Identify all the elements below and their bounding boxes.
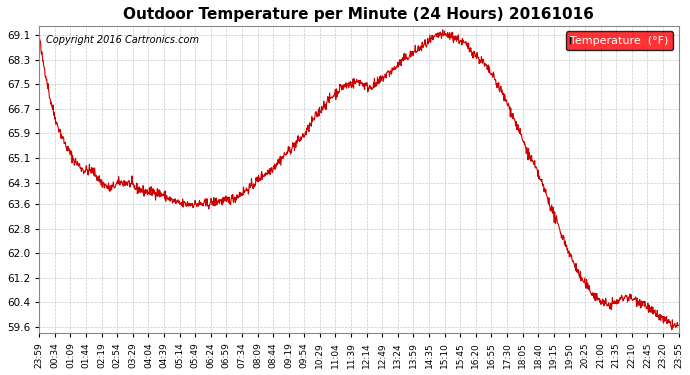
Text: Copyright 2016 Cartronics.com: Copyright 2016 Cartronics.com (46, 35, 199, 45)
Legend: Temperature  (°F): Temperature (°F) (566, 32, 673, 50)
Title: Outdoor Temperature per Minute (24 Hours) 20161016: Outdoor Temperature per Minute (24 Hours… (124, 7, 594, 22)
